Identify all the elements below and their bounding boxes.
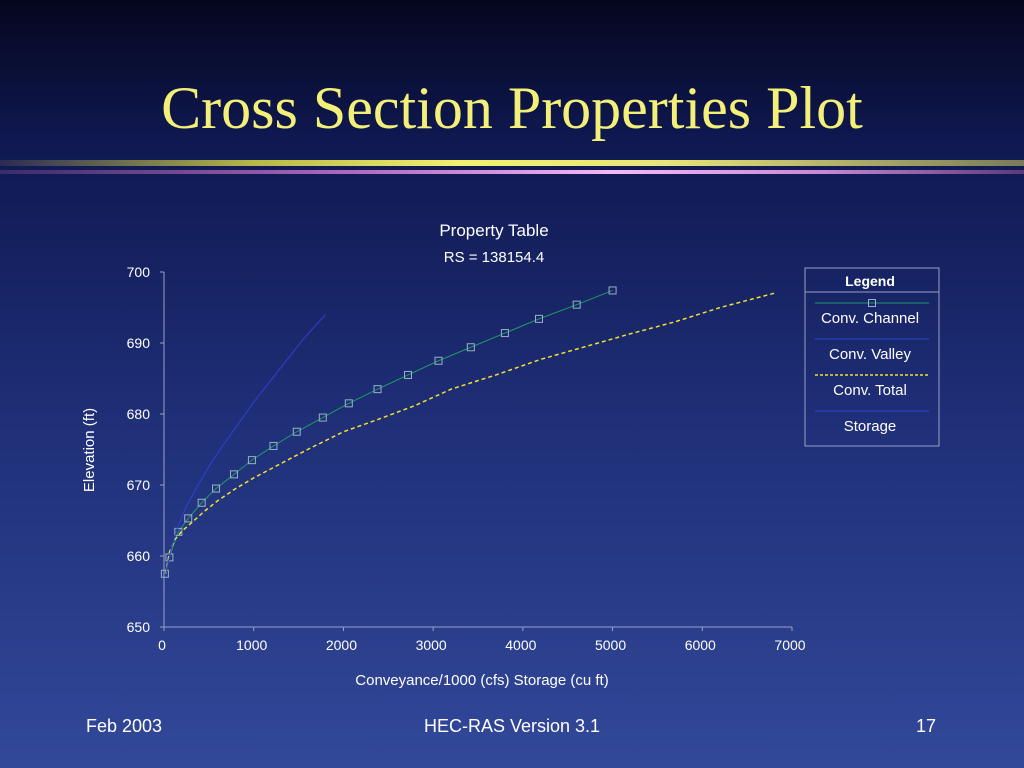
x-tick-label: 2000: [326, 637, 357, 653]
y-tick-label: 690: [127, 335, 151, 351]
slide-title: Cross Section Properties Plot: [161, 75, 863, 141]
data-point-conv-channel: [174, 527, 183, 536]
data-point-conv-channel: [292, 427, 301, 436]
data-point-conv-channel: [608, 286, 617, 295]
data-point-conv-channel: [466, 343, 475, 352]
chart-title: Property Table: [439, 221, 548, 240]
data-point-conv-channel: [373, 385, 382, 394]
x-tick-label: 6000: [685, 637, 716, 653]
y-tick-label: 680: [127, 406, 151, 422]
y-tick-label: 700: [127, 264, 151, 280]
data-point-conv-channel: [269, 441, 278, 450]
series-line-conv-total: [165, 292, 775, 574]
legend-marker-conv-channel: [868, 299, 876, 307]
data-point-conv-channel: [229, 470, 238, 479]
series-line-conv-channel: [164, 289, 613, 574]
data-point-conv-channel: [165, 553, 174, 562]
footer-version: HEC-RAS Version 3.1: [423, 716, 601, 736]
legend-label-conv-total: Conv. Total: [833, 382, 907, 399]
y-tick-label: 660: [127, 548, 151, 564]
y-axis-label: Elevation (ft): [81, 408, 98, 492]
data-point-conv-channel: [404, 370, 413, 379]
chart-subtitle: RS = 138154.4: [444, 249, 545, 266]
data-point-conv-channel: [500, 329, 509, 338]
legend-label-conv-channel: Conv. Channel: [821, 310, 919, 327]
x-tick-label: 5000: [595, 637, 626, 653]
legend-title: Legend: [845, 273, 895, 289]
data-point-conv-channel: [434, 356, 443, 365]
title-divider-pink: [0, 170, 1024, 174]
title-divider: [0, 160, 1024, 176]
x-tick-label: 4000: [505, 637, 536, 653]
data-point-conv-channel: [212, 484, 221, 493]
data-point-conv-channel: [318, 413, 327, 422]
data-point-conv-channel: [572, 300, 581, 309]
data-point-conv-channel: [344, 399, 353, 408]
data-point-conv-channel: [535, 314, 544, 323]
x-tick-label: 7000: [774, 637, 805, 653]
legend-label-storage: Storage: [844, 418, 897, 435]
data-point-conv-channel: [247, 456, 256, 465]
footer-page-number: 17: [915, 716, 936, 736]
x-tick-label: 3000: [416, 637, 447, 653]
legend-frame: [804, 267, 940, 447]
chart-plot-area: [160, 286, 775, 578]
footer-date: Feb 2003: [86, 716, 163, 736]
data-point-conv-channel: [197, 498, 206, 507]
legend-label-conv-valley: Conv. Valley: [829, 346, 911, 363]
x-tick-label: 0: [158, 637, 166, 653]
series-line-storage: [165, 314, 326, 574]
title-divider-yellow: [0, 160, 1024, 166]
data-point-conv-channel: [184, 514, 193, 523]
x-tick-label: 1000: [236, 637, 267, 653]
x-axis-label: Conveyance/1000 (cfs) Storage (cu ft): [355, 672, 608, 689]
y-tick-label: 650: [127, 619, 151, 635]
y-tick-label: 670: [127, 477, 151, 493]
data-point-conv-channel: [160, 569, 169, 578]
chart-legend: Legend Conv. Channel Conv. Valley Conv. Tot…: [804, 267, 940, 447]
